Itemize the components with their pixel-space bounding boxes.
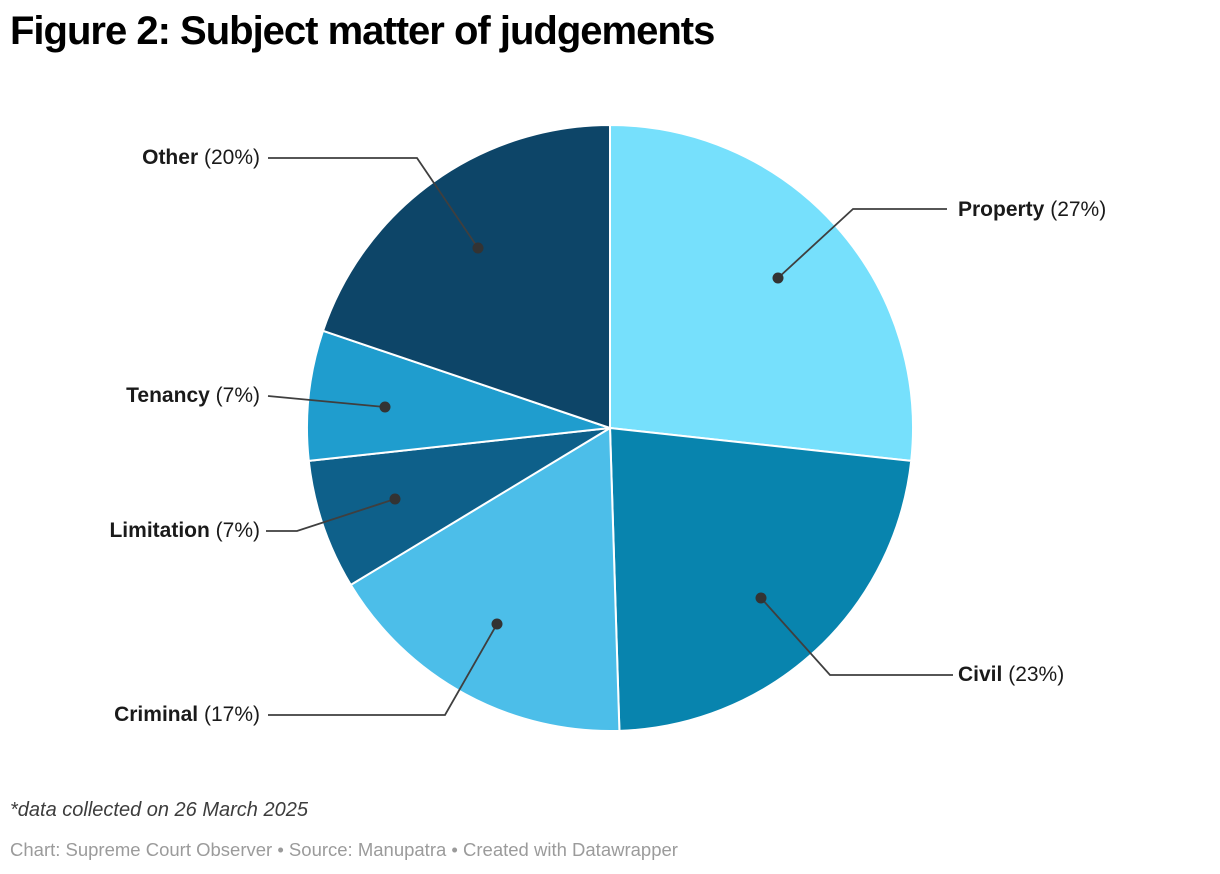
- slice-label-property: Property (27%): [958, 196, 1106, 224]
- slice-label-criminal-value: (17%): [203, 703, 260, 726]
- slice-label-other-name: Other: [142, 146, 199, 169]
- leader-dot-civil: [755, 592, 767, 604]
- leader-line-property: [777, 208, 947, 279]
- leader-dot-property: [772, 272, 784, 284]
- slice-label-civil-name: Civil: [958, 663, 1003, 686]
- slice-label-criminal-name: Criminal: [114, 703, 199, 726]
- slice-label-civil-value: (23%): [1008, 663, 1065, 686]
- leader-line-criminal: [268, 623, 498, 716]
- pie-slice-criminal: [349, 427, 621, 732]
- leader-dot-criminal: [491, 618, 503, 630]
- leader-line-tenancy: [267, 395, 386, 408]
- leader-line-limitation: [266, 498, 396, 532]
- leader-dot-limitation: [389, 493, 401, 505]
- slice-label-property-value: (27%): [1050, 198, 1107, 221]
- pie-slice-tenancy: [306, 329, 611, 462]
- slice-label-limitation: Limitation (7%): [109, 517, 260, 545]
- leader-dot-other: [472, 242, 484, 254]
- leader-line-other: [268, 157, 479, 249]
- leader-dot-tenancy: [379, 401, 391, 413]
- slice-label-civil: Civil (23%): [958, 661, 1064, 689]
- slice-label-limitation-name: Limitation: [109, 519, 210, 542]
- pie-slice-property: [609, 124, 914, 462]
- slice-label-tenancy: Tenancy (7%): [126, 382, 260, 410]
- leader-line-civil: [760, 597, 953, 676]
- slice-label-tenancy-value: (7%): [215, 384, 260, 407]
- slice-label-criminal: Criminal (17%): [114, 701, 260, 729]
- chart-title: Figure 2: Subject matter of judgements: [10, 9, 715, 53]
- slice-label-property-name: Property: [958, 198, 1045, 221]
- chart-footnote: *data collected on 26 March 2025: [10, 799, 308, 821]
- slice-label-other-value: (20%): [203, 146, 260, 169]
- pie-slice-limitation: [307, 427, 611, 586]
- slice-label-tenancy-name: Tenancy: [126, 384, 210, 407]
- slice-label-other: Other (20%): [142, 144, 260, 172]
- chart-attribution: Chart: Supreme Court Observer • Source: …: [10, 839, 678, 860]
- slice-label-limitation-value: (7%): [215, 519, 260, 542]
- pie-slice-civil: [609, 427, 913, 732]
